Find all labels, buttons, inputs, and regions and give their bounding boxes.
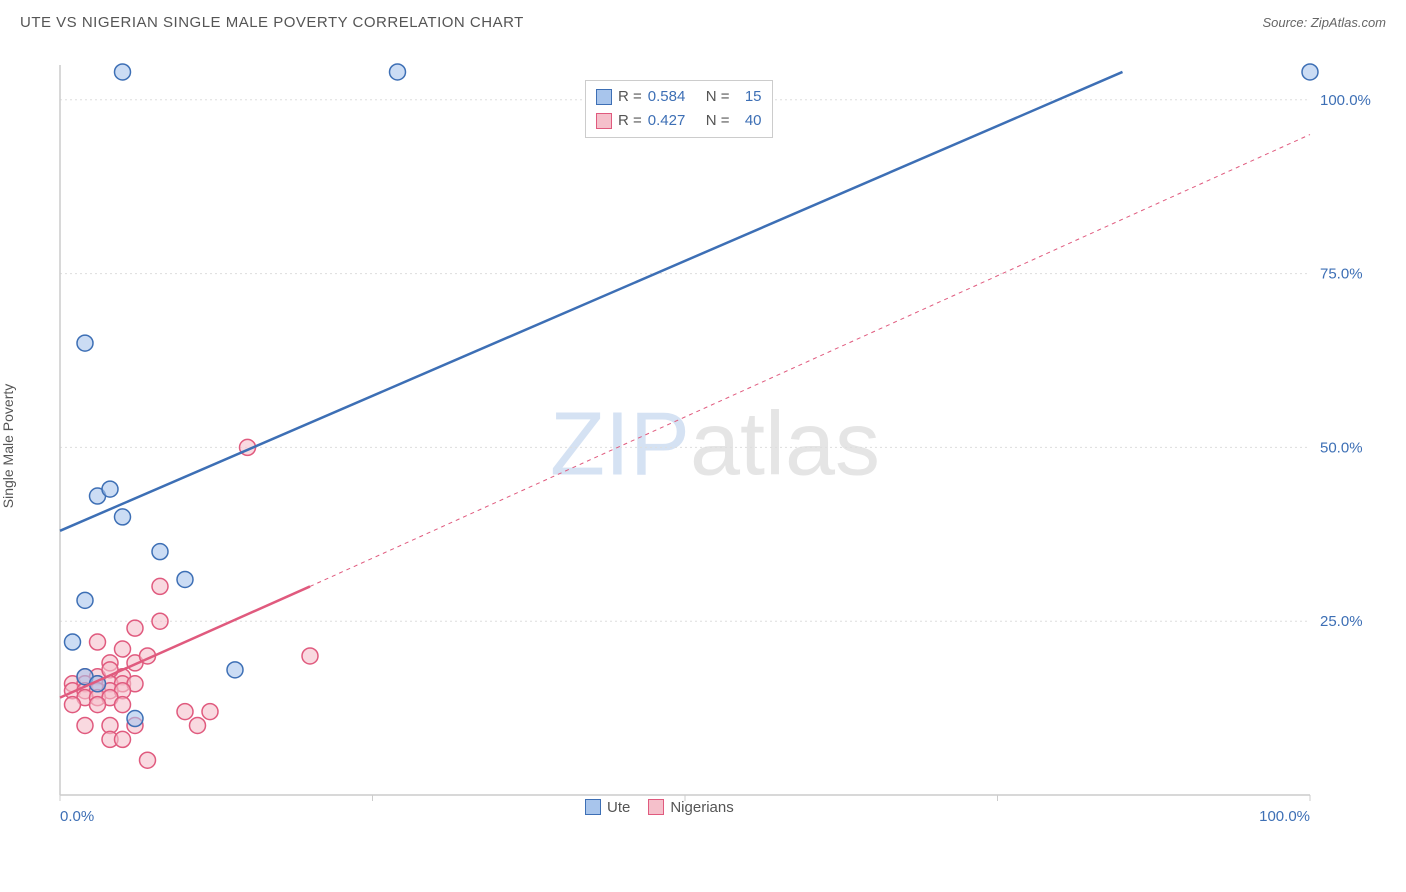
source-label: Source: ZipAtlas.com	[1262, 15, 1386, 30]
trend-line-ext	[310, 135, 1310, 587]
data-point	[115, 697, 131, 713]
legend-row: R = 0.584 N = 15	[596, 85, 762, 109]
legend-r-value: 0.427	[648, 109, 700, 133]
legend-series-item: Nigerians	[648, 799, 733, 816]
legend-swatch	[585, 799, 601, 815]
legend-series-label: Nigerians	[670, 799, 733, 816]
data-point	[190, 717, 206, 733]
legend-n-value: 15	[736, 85, 762, 109]
chart-area: ZIPatlas 25.0%50.0%75.0%100.0%0.0%100.0%…	[50, 55, 1380, 835]
data-point	[115, 641, 131, 657]
data-point	[90, 634, 106, 650]
data-point	[202, 704, 218, 720]
data-point	[390, 64, 406, 80]
data-point	[90, 697, 106, 713]
data-point	[177, 704, 193, 720]
legend-r-label: R =	[618, 109, 642, 133]
data-point	[77, 592, 93, 608]
data-point	[102, 481, 118, 497]
y-tick-label: 75.0%	[1320, 266, 1363, 283]
data-point	[115, 64, 131, 80]
data-point	[65, 697, 81, 713]
data-point	[152, 613, 168, 629]
legend-swatch	[648, 799, 664, 815]
data-point	[115, 731, 131, 747]
data-point	[302, 648, 318, 664]
legend-swatch	[596, 89, 612, 105]
legend-r-value: 0.584	[648, 85, 700, 109]
data-point	[227, 662, 243, 678]
legend-series-item: Ute	[585, 799, 630, 816]
legend-n-label: N =	[706, 85, 730, 109]
data-point	[127, 711, 143, 727]
legend-r-label: R =	[618, 85, 642, 109]
data-point	[77, 335, 93, 351]
x-tick-label: 0.0%	[60, 808, 94, 825]
legend-swatch	[596, 113, 612, 129]
legend-series-label: Ute	[607, 799, 630, 816]
scatter-plot: 25.0% 50.0% 75.0% 100.0% 0.0% 100.0%	[50, 55, 1380, 835]
legend-n-label: N =	[706, 109, 730, 133]
data-point	[77, 717, 93, 733]
data-point	[1302, 64, 1318, 80]
trend-line	[60, 72, 1123, 531]
y-tick-label: 100.0%	[1320, 92, 1371, 109]
legend-n-value: 40	[736, 109, 762, 133]
data-point	[115, 509, 131, 525]
y-axis-label: Single Male Poverty	[0, 384, 16, 509]
y-tick-label: 25.0%	[1320, 613, 1363, 630]
data-point	[152, 578, 168, 594]
data-point	[140, 752, 156, 768]
data-point	[127, 620, 143, 636]
y-tick-label: 50.0%	[1320, 439, 1363, 456]
legend-row: R = 0.427 N = 40	[596, 109, 762, 133]
data-point	[177, 571, 193, 587]
chart-title: UTE VS NIGERIAN SINGLE MALE POVERTY CORR…	[20, 14, 524, 31]
legend-series: Ute Nigerians	[585, 799, 734, 816]
x-tick-label: 100.0%	[1259, 808, 1310, 825]
data-point	[152, 544, 168, 560]
legend-correlation: R = 0.584 N = 15 R = 0.427 N = 40	[585, 80, 773, 138]
data-point	[65, 634, 81, 650]
